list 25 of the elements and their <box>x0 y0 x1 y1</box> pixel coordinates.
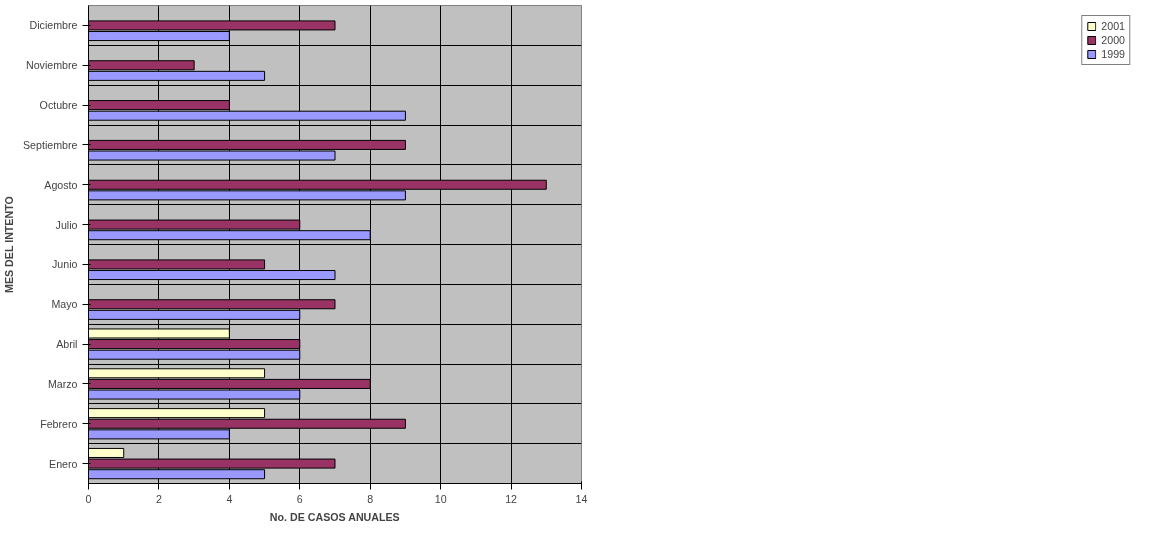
x-tick-label: 4 <box>226 492 233 505</box>
y-tick-label: Diciembre <box>29 19 78 32</box>
y-tick-label: Junio <box>52 258 78 271</box>
y-tick-label: Octubre <box>39 99 78 112</box>
x-tick-label: 12 <box>505 492 518 505</box>
x-tick-label: 2 <box>155 492 162 505</box>
x-tick-label: 8 <box>367 492 374 505</box>
y-tick-label: Noviembre <box>25 59 78 72</box>
x-tick-label: 0 <box>85 492 92 505</box>
y-tick-label: Marzo <box>47 377 78 390</box>
y-tick-label: Septiembre <box>23 138 78 151</box>
legend-label: 2001 <box>1101 20 1125 32</box>
legend-label: 1999 <box>1101 48 1125 60</box>
y-tick-label: Agosto <box>44 178 78 191</box>
x-tick-label: 14 <box>575 492 588 505</box>
x-tick-label: 10 <box>434 492 447 505</box>
y-axis-title: MES DEL INTENTO <box>3 196 16 293</box>
y-tick-label: Abril <box>56 338 78 351</box>
y-tick-label: Mayo <box>51 298 78 311</box>
y-tick-label: Febrero <box>40 417 78 430</box>
x-axis-title: No. DE CASOS ANUALES <box>269 510 400 523</box>
y-tick-label: Enero <box>49 457 78 470</box>
x-tick-label: 6 <box>296 492 303 505</box>
legend-label: 2000 <box>1101 34 1125 46</box>
y-tick-label: Julio <box>55 218 78 231</box>
